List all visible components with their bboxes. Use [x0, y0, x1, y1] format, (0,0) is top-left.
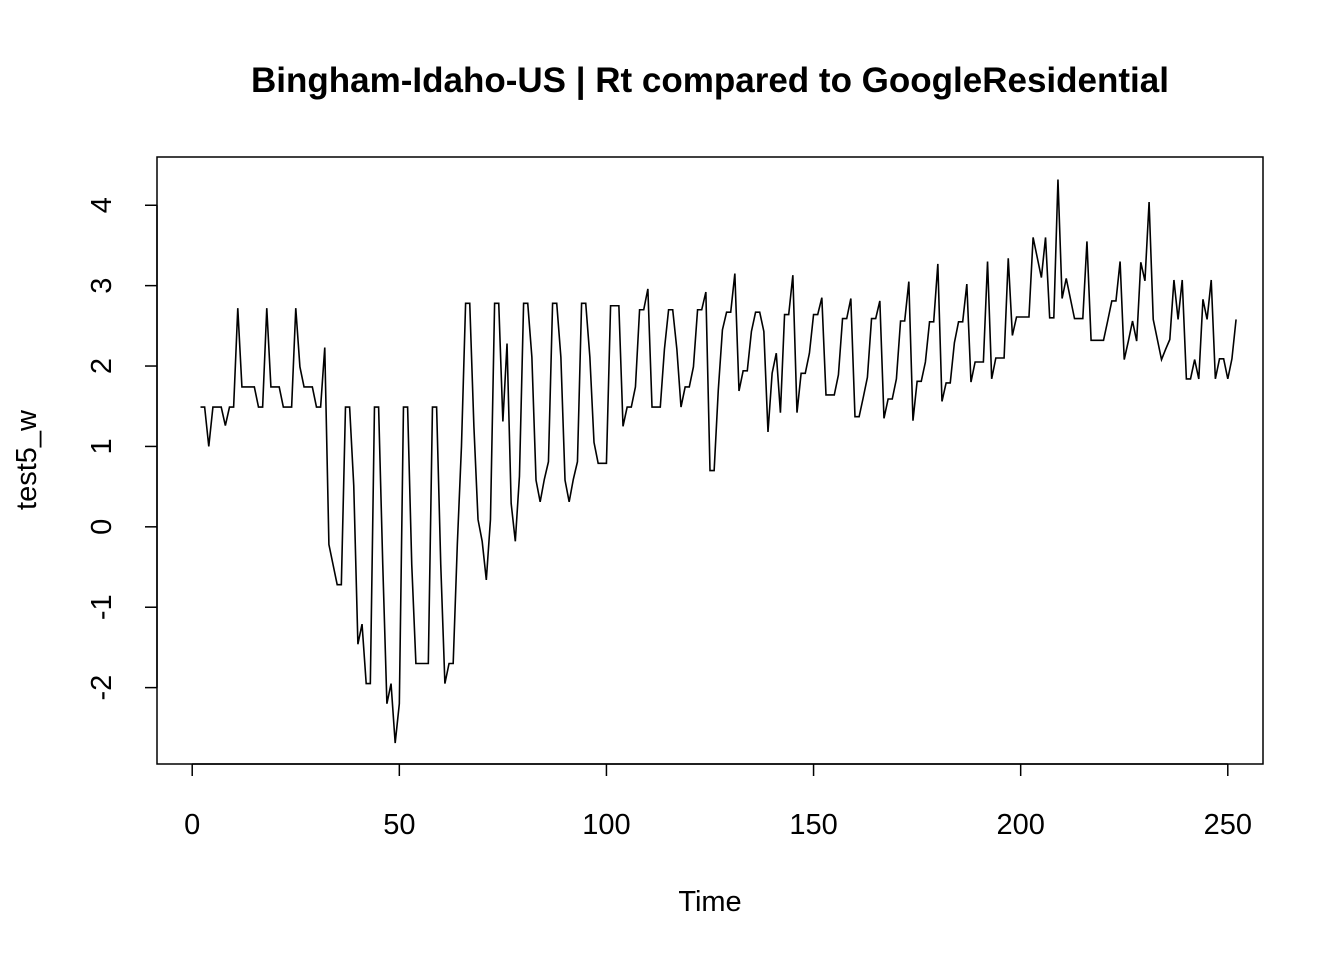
x-tick-label: 250 [1204, 809, 1252, 841]
y-tick-label: -1 [86, 594, 118, 620]
y-axis-title: test5_w [11, 409, 43, 510]
y-tick-label: -2 [86, 675, 118, 701]
x-axis: 0 50 100 150 200 250 [184, 763, 1252, 841]
series-line-1 [200, 179, 1237, 744]
x-tick-label: 200 [996, 809, 1044, 841]
y-tick-label: 1 [86, 438, 118, 454]
y-tick-label: 3 [86, 278, 118, 294]
x-tick-label: 0 [184, 809, 200, 841]
y-tick-label: 4 [86, 197, 118, 213]
x-tick-label: 50 [383, 809, 415, 841]
y-tick-label: 2 [86, 358, 118, 374]
y-axis: -2 -1 0 1 2 3 4 [86, 197, 158, 701]
x-tick-label: 100 [582, 809, 630, 841]
x-axis-title: Time [678, 886, 741, 918]
series-layer [200, 179, 1237, 744]
y-tick-label: 0 [86, 519, 118, 535]
chart-title: Bingham-Idaho-US | Rt compared to Google… [251, 61, 1169, 100]
x-tick-label: 150 [789, 809, 837, 841]
